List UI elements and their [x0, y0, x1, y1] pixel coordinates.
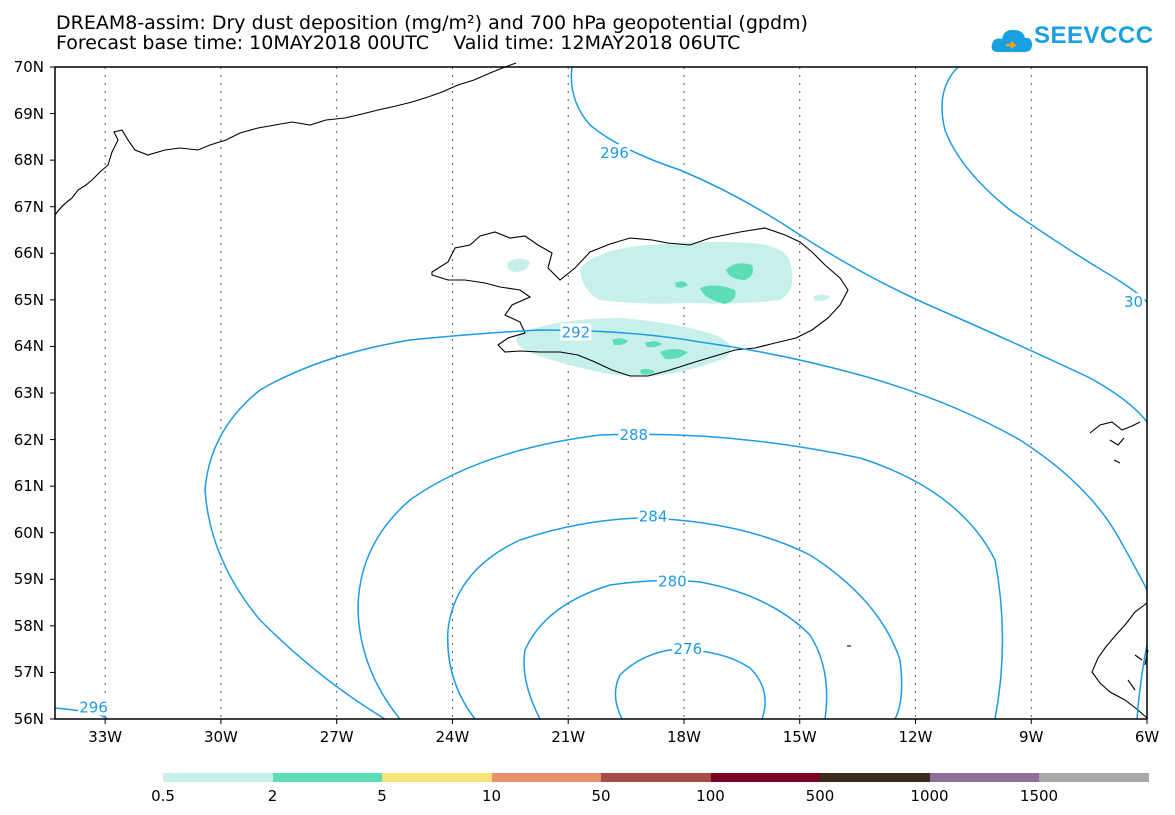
legend-swatch [163, 773, 273, 782]
lat-label: 58N [13, 616, 44, 635]
contour-label: 276 [673, 640, 702, 658]
map-title-line-1: DREAM8-assim: Dry dust deposition (mg/m²… [56, 12, 808, 34]
lat-label: 70N [13, 58, 44, 76]
lat-label: 66N [13, 244, 44, 263]
coastlines [54, 62, 1149, 719]
geopotential-contours [54, 66, 1148, 720]
legend-label: 50 [591, 787, 611, 805]
lon-label: 33W [88, 728, 123, 746]
legend-label: 2 [267, 787, 278, 805]
legend-swatch [1039, 773, 1149, 782]
legend-swatch [820, 773, 930, 782]
lon-label: 9W [1019, 728, 1044, 746]
dust-deposition-shading [507, 241, 830, 377]
contour-label: 30 [1124, 293, 1143, 311]
legend-color-bar [163, 773, 1149, 782]
faroe-coast [1089, 421, 1141, 464]
contour-label: 296 [79, 698, 108, 716]
legend-swatch [710, 773, 820, 782]
lat-label: 69N [13, 104, 44, 123]
scotland-coast [1091, 602, 1149, 719]
lat-label: 56N [13, 710, 44, 728]
lat-label: 63N [13, 384, 44, 402]
lat-label: 57N [13, 663, 44, 682]
contour-label-bg [78, 698, 110, 716]
contour-label: 292 [562, 323, 591, 341]
legend-swatch [929, 773, 1039, 782]
logo-text: SEEVCCC [1034, 22, 1154, 49]
contour-label: 296 [600, 144, 629, 162]
cloud-icon [991, 29, 1032, 52]
lon-label: 21W [551, 728, 586, 746]
legend-label: 100 [696, 787, 725, 805]
legend-label: 5 [377, 787, 387, 805]
legend-swatch [272, 773, 382, 782]
lat-label: 61N [13, 477, 44, 496]
lon-label: 12W [898, 728, 933, 746]
contour-label-bg [618, 425, 650, 443]
lat-label: 67N [13, 197, 44, 216]
lon-label: 30W [203, 728, 238, 746]
contour-label-bg [637, 507, 669, 525]
legend-swatch [491, 773, 601, 782]
contour-label-bg [560, 323, 592, 341]
legend-label: 10 [481, 787, 502, 805]
contour-296-north [570, 66, 1148, 423]
lat-label: 68N [13, 151, 44, 170]
legend-swatch [382, 773, 492, 782]
contour-300 [941, 66, 1148, 303]
lon-label: 6W [1134, 728, 1160, 746]
lat-label: 62N [13, 430, 44, 449]
contour-label-bg [656, 572, 688, 590]
legend-label: 1000 [910, 787, 949, 805]
contour-label-bg [1122, 293, 1145, 311]
greenland-coast [54, 62, 517, 216]
contour-label: 280 [658, 573, 687, 591]
contour-label: 284 [639, 507, 668, 525]
lon-label: 15W [782, 728, 817, 746]
legend-swatch [601, 773, 711, 782]
dust-area-2 [612, 263, 754, 375]
lon-label: 27W [319, 728, 354, 746]
lat-label: 65N [13, 290, 44, 309]
contour-label-bg [599, 144, 631, 162]
map-title-line-2: Forecast base time: 10MAY2018 00UTC Vali… [56, 32, 741, 54]
contour-292 [204, 329, 1148, 720]
contour-276 [614, 649, 766, 720]
iceland-coast [431, 227, 849, 377]
lat-label: 64N [13, 337, 44, 356]
graticule [50, 66, 1148, 724]
lat-label: 60N [13, 523, 44, 542]
lon-label: 24W [435, 728, 470, 746]
legend-label: 1500 [1019, 787, 1059, 805]
contour-label: 288 [619, 426, 648, 444]
lat-label: 59N [13, 570, 44, 589]
contour-296-east [1136, 644, 1148, 720]
contour-labels: 296 30 292 288 284 280 276 296 [78, 144, 1145, 716]
contour-label-bg [672, 640, 704, 658]
contour-284 [446, 517, 903, 720]
legend-label: 500 [805, 787, 835, 805]
map-frame [54, 66, 1148, 720]
lon-label: 18W [666, 728, 701, 746]
legend-label: 0.5 [151, 787, 175, 805]
